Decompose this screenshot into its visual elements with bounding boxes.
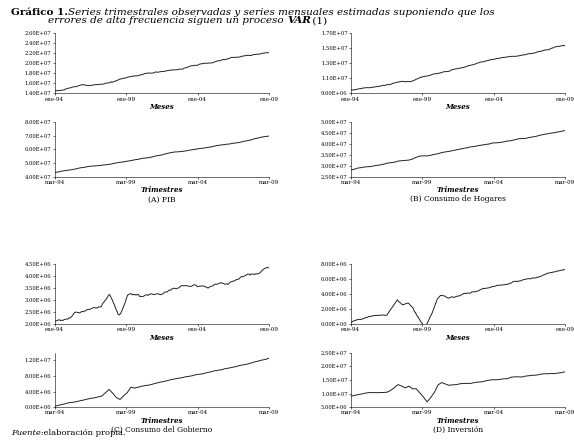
Text: errores de alta frecuencia siguen un proceso: errores de alta frecuencia siguen un pro… — [48, 16, 287, 25]
X-axis label: Trimestres: Trimestres — [141, 417, 183, 425]
Text: (A) PIB: (A) PIB — [148, 195, 176, 203]
Text: elaboración propia.: elaboración propia. — [41, 429, 126, 437]
X-axis label: Trimestres: Trimestres — [141, 186, 183, 194]
X-axis label: Meses: Meses — [149, 334, 174, 342]
Text: Fuente:: Fuente: — [11, 429, 44, 437]
X-axis label: Trimestres: Trimestres — [437, 417, 479, 425]
X-axis label: Meses: Meses — [445, 334, 471, 342]
Text: (1): (1) — [309, 16, 327, 25]
Text: (D) Inversión: (D) Inversión — [433, 426, 483, 434]
Text: VAR: VAR — [287, 16, 311, 25]
Text: (C) Consumo del Gobierno: (C) Consumo del Gobierno — [111, 426, 212, 434]
X-axis label: Trimestres: Trimestres — [437, 186, 479, 194]
Text: Series trimestrales observadas y series mensuales estimadas suponiendo que los: Series trimestrales observadas y series … — [68, 8, 494, 17]
X-axis label: Meses: Meses — [149, 103, 174, 111]
X-axis label: Meses: Meses — [445, 103, 471, 111]
Text: Gráfico 1.: Gráfico 1. — [11, 8, 68, 17]
Text: (B) Consumo de Hogares: (B) Consumo de Hogares — [410, 195, 506, 203]
